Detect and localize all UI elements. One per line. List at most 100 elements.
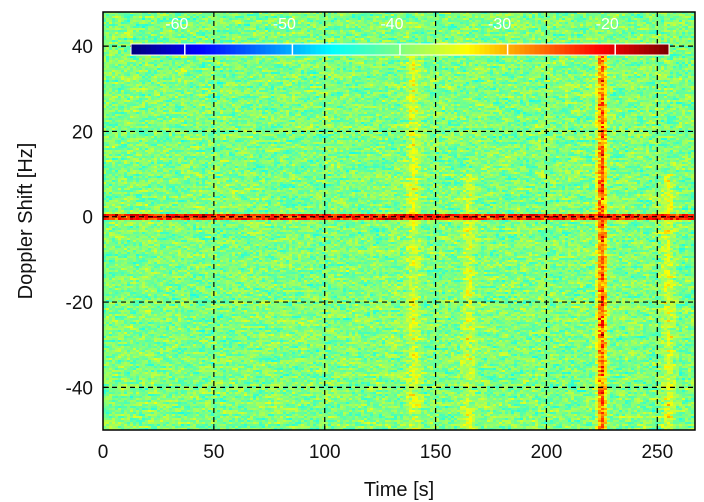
colorbar-segment bbox=[335, 44, 341, 55]
colorbar-segment bbox=[315, 44, 321, 55]
colorbar-segment bbox=[345, 44, 351, 55]
colorbar-segment bbox=[160, 44, 167, 55]
colorbar-segment bbox=[135, 44, 142, 55]
colorbar-segment bbox=[395, 44, 401, 55]
colorbar-segment bbox=[649, 44, 655, 55]
colorbar-segment bbox=[549, 44, 556, 55]
colorbar-segment bbox=[554, 44, 561, 55]
colorbar-segment bbox=[569, 44, 575, 55]
colorbar-segment bbox=[574, 44, 580, 55]
colorbar-segment bbox=[185, 44, 192, 55]
colorbar-segment bbox=[325, 44, 331, 55]
colorbar-segment bbox=[469, 44, 476, 55]
colorbar-segment bbox=[140, 44, 147, 55]
colorbar-segment bbox=[614, 44, 620, 55]
colorbar-segment bbox=[494, 44, 501, 55]
colorbar-segment bbox=[260, 44, 267, 55]
colorbar-segment bbox=[270, 44, 277, 55]
colorbar-segment bbox=[305, 44, 311, 55]
colorbar-segment bbox=[624, 44, 630, 55]
colorbar-tick-label: -60 bbox=[165, 16, 188, 33]
colorbar-segment bbox=[310, 44, 316, 55]
colorbar-segment bbox=[205, 44, 212, 55]
colorbar-segment bbox=[165, 44, 172, 55]
colorbar-segment bbox=[280, 44, 287, 55]
colorbar-segment bbox=[594, 44, 600, 55]
colorbar-segment bbox=[225, 44, 232, 55]
colorbar-segment bbox=[499, 44, 506, 55]
colorbar-segment bbox=[370, 44, 376, 55]
colorbar-segment bbox=[300, 44, 306, 55]
colorbar-segment bbox=[484, 44, 491, 55]
colorbar-segment bbox=[539, 44, 546, 55]
colorbar-segment bbox=[355, 44, 361, 55]
colorbar-segment bbox=[479, 44, 486, 55]
colorbar-segment bbox=[509, 44, 516, 55]
colorbar-segment bbox=[210, 44, 217, 55]
colorbar-segment bbox=[265, 44, 272, 55]
colorbar-segment bbox=[195, 44, 202, 55]
colorbar-segment bbox=[365, 44, 371, 55]
colorbar-segment bbox=[599, 44, 605, 55]
colorbar-segment bbox=[514, 44, 521, 55]
y-tick-label: 40 bbox=[72, 37, 93, 58]
colorbar-segment bbox=[444, 44, 451, 55]
x-tick-label: 0 bbox=[98, 442, 109, 463]
colorbar-segment bbox=[559, 44, 565, 55]
colorbar-segment bbox=[664, 44, 670, 55]
colorbar-tick-label: -30 bbox=[488, 16, 511, 33]
colorbar-segment bbox=[180, 44, 187, 55]
x-tick-label: 100 bbox=[309, 442, 341, 463]
colorbar-segment bbox=[215, 44, 222, 55]
colorbar-segment bbox=[639, 44, 645, 55]
colorbar-segment bbox=[375, 44, 381, 55]
colorbar-segment bbox=[245, 44, 252, 55]
x-tick-label: 50 bbox=[203, 442, 224, 463]
colorbar-segment bbox=[400, 44, 406, 55]
colorbar-segment bbox=[285, 44, 292, 55]
colorbar-tick-label: -20 bbox=[596, 16, 619, 33]
colorbar-segment bbox=[424, 44, 431, 55]
colorbar-segment bbox=[170, 44, 177, 55]
colorbar-segment bbox=[544, 44, 551, 55]
colorbar-segment bbox=[619, 44, 625, 55]
colorbar-segment bbox=[584, 44, 590, 55]
colorbar-segment bbox=[474, 44, 481, 55]
x-axis-label: Time [s] bbox=[364, 479, 434, 501]
colorbar-segment bbox=[200, 44, 207, 55]
colorbar-segment bbox=[489, 44, 496, 55]
colorbar-segment bbox=[235, 44, 242, 55]
x-tick-label: 250 bbox=[641, 442, 673, 463]
colorbar-segment bbox=[429, 44, 436, 55]
colorbar-segment bbox=[609, 44, 615, 55]
colorbar-segment bbox=[404, 44, 411, 55]
colorbar-segment bbox=[519, 44, 526, 55]
y-tick-label: 20 bbox=[72, 122, 93, 143]
colorbar-segment bbox=[330, 44, 336, 55]
colorbar-segment bbox=[131, 44, 137, 55]
colorbar-segment bbox=[534, 44, 541, 55]
y-axis-ticks: -40 -20 0 20 40 bbox=[66, 37, 109, 399]
colorbar-segment bbox=[464, 44, 471, 55]
colorbar-segment bbox=[220, 44, 227, 55]
colorbar-segment bbox=[240, 44, 247, 55]
colorbar-segment bbox=[459, 44, 466, 55]
colorbar-segment bbox=[634, 44, 640, 55]
colorbar-segment bbox=[155, 44, 162, 55]
colorbar-segment bbox=[275, 44, 282, 55]
colorbar-segment bbox=[145, 44, 152, 55]
colorbar-segment bbox=[419, 44, 426, 55]
x-tick-label: 200 bbox=[531, 442, 563, 463]
colorbar-segment bbox=[390, 44, 396, 55]
colorbar-segment bbox=[409, 44, 416, 55]
colorbar-segment bbox=[434, 44, 441, 55]
colorbar-segment bbox=[529, 44, 536, 55]
colorbar-segment bbox=[589, 44, 595, 55]
colorbar-segment bbox=[604, 44, 610, 55]
colorbar-segment bbox=[524, 44, 531, 55]
colorbar-segment bbox=[644, 44, 650, 55]
colorbar-segment bbox=[629, 44, 635, 55]
x-axis-ticks: 0 50 100 150 200 250 bbox=[98, 424, 673, 463]
y-tick-label: -20 bbox=[66, 293, 93, 314]
